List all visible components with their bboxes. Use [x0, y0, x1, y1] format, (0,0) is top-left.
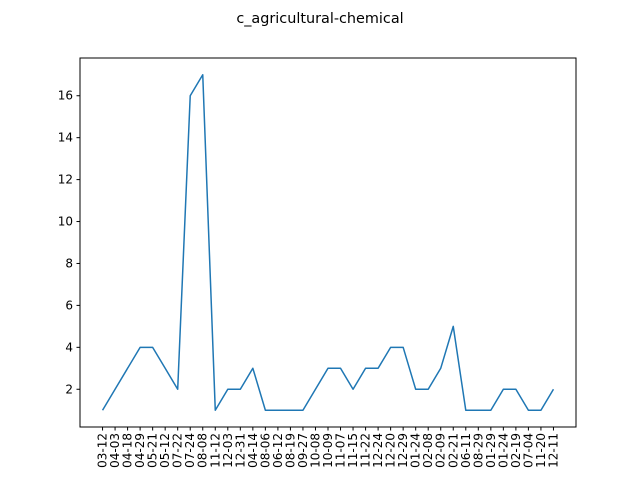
x-tick-label: 10-09: [321, 433, 335, 468]
x-tick-label: 08-06: [258, 433, 272, 468]
x-tick-label: 01-24: [409, 433, 423, 468]
y-tick-label: 16: [58, 89, 73, 103]
x-tick-label: 07-22: [171, 433, 185, 468]
x-tick-label: 12-20: [384, 433, 398, 468]
y-tick-label: 4: [65, 340, 73, 354]
x-tick-label: 12-29: [396, 433, 410, 468]
x-tick-label: 07-24: [183, 433, 197, 468]
x-tick-label: 11-12: [208, 433, 222, 468]
x-tick-label: 04-18: [121, 433, 135, 468]
x-tick-label: 11-20: [534, 433, 548, 468]
line: [101, 74, 555, 411]
y-tick-label: 14: [58, 131, 73, 145]
x-tick-label: 08-08: [196, 433, 210, 468]
x-tick-label: 11-22: [359, 433, 373, 468]
y-tick-label: 2: [65, 382, 73, 396]
x-tick-label: 05-12: [158, 433, 172, 468]
x-tick-label: 12-11: [546, 433, 560, 468]
y-tick-label: 12: [58, 173, 73, 187]
x-tick-label: 04-14: [246, 433, 260, 468]
x-tick-label: 08-19: [283, 433, 297, 468]
x-tick-label: 02-19: [509, 433, 523, 468]
x-tick-label: 12-31: [233, 433, 247, 468]
x-tick-label: 03-12: [96, 433, 110, 468]
x-tick-label: 12-24: [371, 433, 385, 468]
x-tick-label: 10-08: [308, 433, 322, 468]
x-tick-label: 07-04: [521, 433, 535, 468]
plot-frame: [79, 57, 577, 428]
x-tick-label: 09-27: [296, 433, 310, 468]
x-tick-label: 08-29: [471, 433, 485, 468]
x-tick-label: 02-08: [421, 433, 435, 468]
x-tick-label: 06-11: [459, 433, 473, 468]
x-tick-label: 06-12: [271, 433, 285, 468]
x-tick-label: 12-03: [221, 433, 235, 468]
x-tick-label: 01-29: [484, 433, 498, 468]
x-tick-label: 02-09: [434, 433, 448, 468]
y-tick-label: 8: [65, 256, 73, 270]
x-tick-label: 04-03: [108, 433, 122, 468]
x-tick-label: 11-15: [346, 433, 360, 468]
y-tick-label: 6: [65, 298, 73, 312]
x-tick-label: 01-24: [496, 433, 510, 468]
x-tick-label: 05-21: [146, 433, 160, 468]
x-tick-label: 02-21: [446, 433, 460, 468]
y-tick-label: 10: [58, 215, 73, 229]
x-tick-label: 04-29: [133, 433, 147, 468]
x-tick-label: 11-07: [334, 433, 348, 468]
chart-title: c_agricultural-chemical: [236, 11, 403, 27]
